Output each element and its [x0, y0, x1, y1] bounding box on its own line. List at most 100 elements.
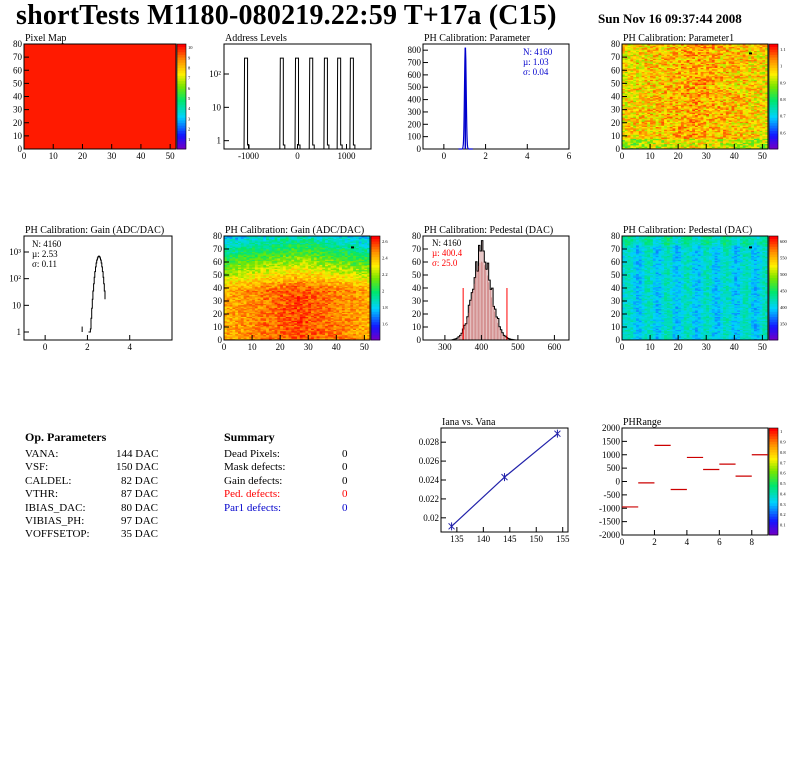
heatmap-cell — [689, 51, 693, 54]
heatmap-cell — [636, 57, 640, 59]
heatmap-cell — [641, 143, 645, 146]
heatmap-cell — [624, 125, 628, 128]
heatmap-cell — [728, 145, 732, 147]
heatmap-cell — [739, 120, 744, 122]
heatmap-cell — [700, 131, 704, 134]
heatmap-cell — [655, 51, 659, 54]
heatmap-cell — [666, 120, 671, 122]
heatmap-cell — [644, 50, 648, 53]
heatmap-cell — [756, 47, 760, 50]
heatmap-cell — [652, 114, 657, 117]
heatmap-cell — [711, 99, 716, 101]
heatmap-cell — [655, 71, 659, 74]
heatmap-cell — [720, 83, 724, 86]
heatmap-cell — [692, 44, 696, 46]
heatmap-cell — [644, 116, 648, 118]
heatmap-cell — [669, 100, 673, 103]
heatmap-cell — [652, 66, 657, 68]
heatmap-cell — [669, 138, 673, 141]
heatmap-cell — [689, 101, 693, 104]
heatmap-cell — [647, 93, 651, 96]
heatmap-cell — [692, 92, 696, 95]
heatmap-cell — [226, 259, 230, 262]
heatmap-cell — [675, 128, 679, 130]
heatmap-cell — [661, 58, 665, 61]
heatmap-cell — [686, 120, 690, 122]
heatmap-cell — [728, 133, 732, 135]
heatmap-cell — [745, 114, 749, 117]
heatmap-cell — [675, 58, 679, 61]
heatmap-cell — [664, 125, 668, 128]
heatmap-cell — [683, 72, 687, 75]
heatmap-cell — [689, 113, 693, 116]
heatmap-cell — [672, 86, 676, 88]
heatmap-cell — [725, 142, 730, 145]
heatmap-cell — [728, 67, 732, 70]
heatmap-cell — [622, 116, 626, 118]
heatmap-cell — [672, 138, 676, 141]
heatmap-cell — [627, 141, 631, 143]
heatmap-cell — [683, 62, 687, 65]
heatmap-cell — [742, 92, 746, 95]
heatmap-cell — [734, 63, 738, 66]
heatmap-cell — [703, 44, 707, 46]
heatmap-cell — [737, 116, 741, 118]
heatmap-cell — [742, 61, 746, 63]
heatmap-cell — [759, 121, 763, 124]
heatmap-cell — [650, 143, 654, 146]
heatmap-cell — [224, 289, 228, 291]
heatmap-cell — [644, 61, 648, 63]
y-tick-label: 40 — [13, 92, 23, 102]
heatmap-cell — [759, 107, 763, 109]
heatmap-cell — [644, 133, 648, 135]
heatmap-cell — [723, 59, 727, 62]
heatmap-cell — [232, 307, 236, 310]
heatmap-cell — [666, 121, 671, 124]
heatmap-cell — [765, 57, 769, 59]
heatmap-cell — [714, 59, 718, 62]
heatmap-cell — [680, 146, 685, 149]
heatmap-cell — [683, 118, 687, 121]
heatmap-cell — [229, 310, 233, 312]
heatmap-cell — [739, 137, 744, 139]
heatmap-cell — [652, 105, 657, 108]
heatmap-cell — [664, 97, 668, 100]
heatmap-cell — [666, 89, 671, 92]
heatmap-cell — [695, 78, 699, 80]
heatmap-cell — [706, 59, 710, 62]
heatmap-cell — [675, 99, 679, 101]
heatmap-cell — [717, 139, 721, 142]
heatmap-cell — [692, 113, 696, 116]
heatmap-cell — [709, 104, 713, 107]
heatmap-cell — [647, 57, 651, 59]
heatmap-cell — [714, 118, 718, 121]
heatmap-cell — [692, 143, 696, 146]
heatmap-cell — [737, 110, 741, 113]
heatmap-cell — [638, 146, 643, 149]
heatmap-cell — [675, 75, 679, 78]
heatmap-cell — [675, 89, 679, 92]
heatmap-cell — [638, 113, 643, 116]
heatmap-cell — [697, 134, 701, 137]
heatmap-cell — [720, 80, 724, 83]
heatmap-cell — [666, 46, 671, 49]
heatmap-cell — [661, 45, 665, 47]
heatmap-cell — [638, 145, 643, 147]
heatmap-cell — [731, 113, 735, 116]
heatmap-cell — [630, 95, 634, 97]
heatmap-cell — [669, 80, 673, 83]
heatmap-cell — [720, 146, 724, 149]
heatmap-cell — [627, 133, 631, 135]
heatmap-cell — [739, 118, 744, 121]
heatmap-cell — [714, 95, 718, 97]
heatmap-cell — [711, 67, 716, 70]
heatmap-cell — [680, 88, 685, 91]
heatmap-cell — [695, 103, 699, 105]
heatmap-cell — [731, 55, 735, 58]
heatmap-cell — [706, 105, 710, 108]
heatmap-cell — [641, 49, 645, 51]
heatmap-cell — [664, 55, 668, 58]
heatmap-cell — [695, 80, 699, 83]
heatmap-cell — [675, 138, 679, 141]
heatmap-cell — [232, 297, 236, 299]
